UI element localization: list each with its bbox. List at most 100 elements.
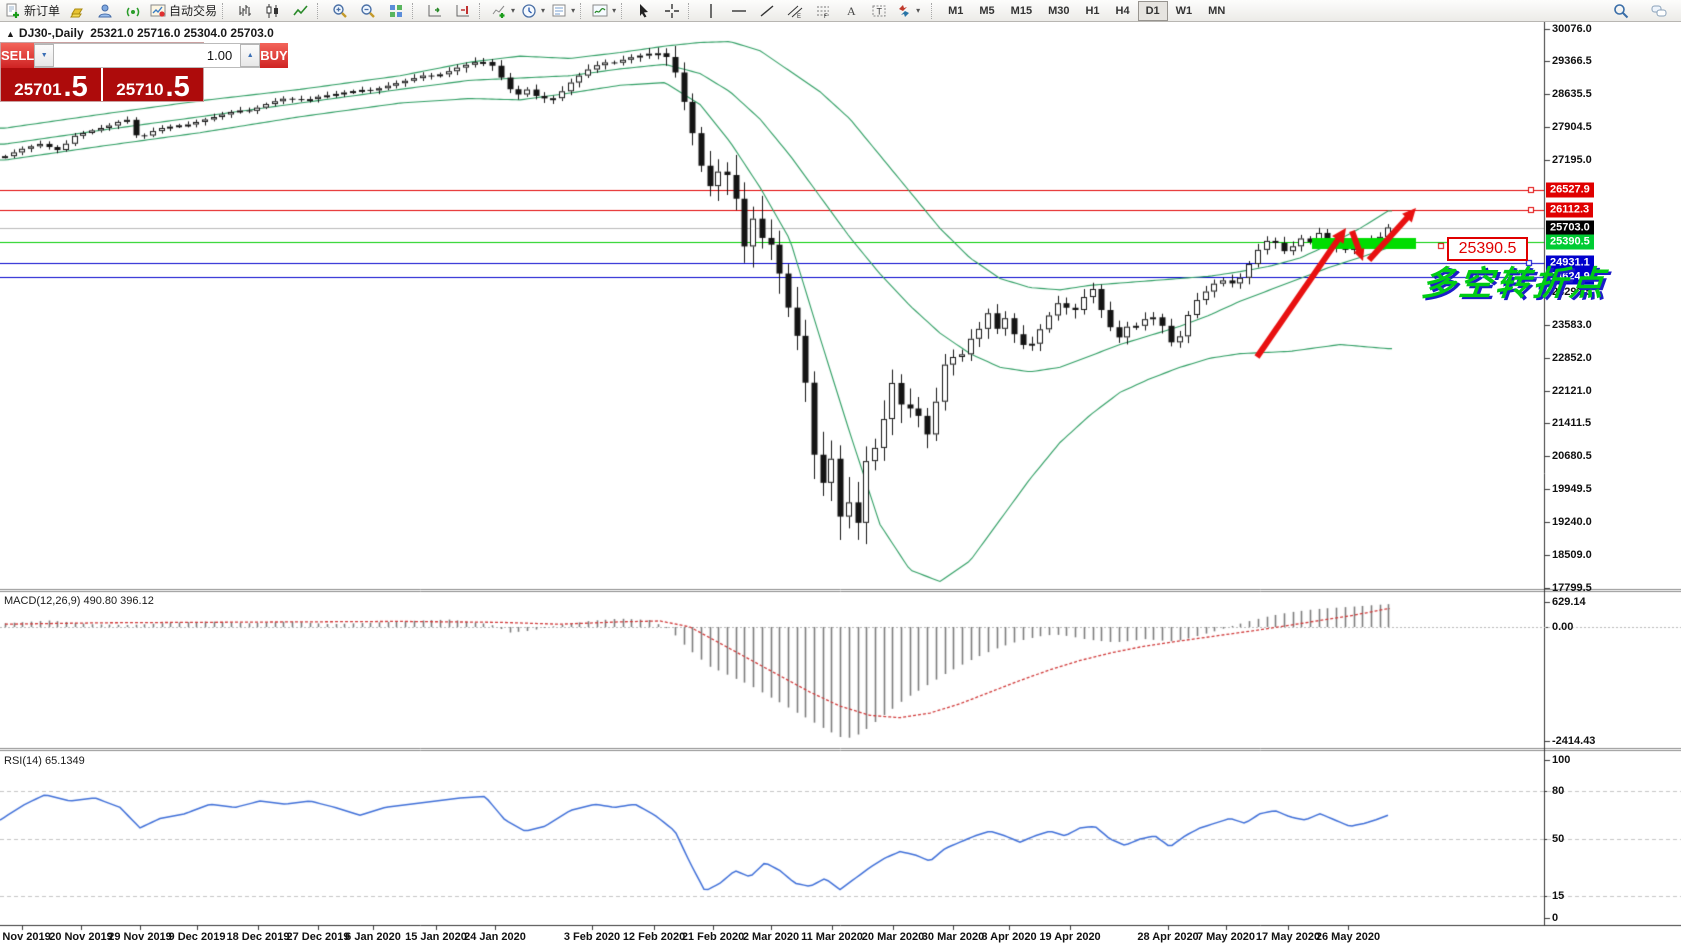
gold-icon <box>69 3 85 19</box>
timeframe-m1-button[interactable]: M1 <box>948 4 964 17</box>
symbol-ohlc-bar: ▲ DJ30-,Daily 25321.0 25716.0 25304.0 257… <box>6 26 274 40</box>
svg-text:T: T <box>877 6 883 16</box>
volume-input[interactable] <box>54 44 241 67</box>
candlestick-button[interactable] <box>259 1 287 21</box>
chartmode-icon <box>592 3 608 19</box>
zoom-group <box>326 1 410 21</box>
timeframe-m15-button[interactable]: M15 <box>1010 4 1033 17</box>
price-tick-label: 27904.5 <box>1552 121 1592 133</box>
tiles-icon <box>388 3 404 19</box>
volume-increase-button[interactable]: ▲ <box>240 44 261 67</box>
buy-button[interactable]: BUY <box>260 43 288 68</box>
dropdown-caret-icon[interactable]: ▾ <box>571 6 576 15</box>
volume-decrease-button[interactable]: ▼ <box>34 44 55 67</box>
timeframe-w1-button[interactable]: W1 <box>1175 4 1193 17</box>
toolbar-groups: 新订单 自动交易 ▾ ▾ ▾ ▾ E F A T ▾ <box>2 1 923 21</box>
date-label: 3 Feb 2020 <box>563 931 621 943</box>
svg-text:E: E <box>797 14 801 19</box>
search-button[interactable] <box>1607 1 1635 21</box>
channel-button[interactable]: E <box>781 1 809 21</box>
text-label-button[interactable]: T <box>865 1 893 21</box>
date-label: 20 Mar 2020 <box>861 931 925 943</box>
macd-tick-label: 0.00 <box>1552 621 1574 633</box>
zoom-out-icon <box>360 3 376 19</box>
date-label: 18 Dec 2019 <box>226 931 290 943</box>
date-label: 24 Jan 2020 <box>464 931 526 943</box>
rsi-tick-label: 15 <box>1552 890 1565 902</box>
horizontal-line-button[interactable] <box>725 1 753 21</box>
autotrade-button[interactable]: 自动交易 <box>147 1 220 21</box>
crosshair-icon <box>664 3 680 19</box>
arrows-icon <box>896 3 912 19</box>
date-label: 15 Jan 2020 <box>405 931 467 943</box>
sell-button[interactable]: SELL <box>1 43 35 68</box>
pointer-group <box>630 1 686 21</box>
new-order-button[interactable]: 新订单 <box>2 1 63 21</box>
periods-button[interactable]: ▾ <box>518 1 548 21</box>
auto-scroll-button[interactable] <box>421 1 449 21</box>
chart-shift-button[interactable] <box>449 1 477 21</box>
fibonacci-button[interactable]: F <box>809 1 837 21</box>
zoom-out-button[interactable] <box>354 1 382 21</box>
date-label: 29 Nov 2019 <box>108 931 172 943</box>
signals-button[interactable] <box>119 1 147 21</box>
zoom-in-button[interactable] <box>326 1 354 21</box>
price-callout-box[interactable]: 25390.5 <box>1447 237 1528 261</box>
toolbar-separator <box>317 2 322 19</box>
toolbar-separator <box>479 2 484 19</box>
price-tick-label: 24292.5 <box>1552 286 1592 298</box>
bar-chart-button[interactable] <box>231 1 259 21</box>
chart-profile-button[interactable]: ▾ <box>589 1 619 21</box>
price-chart-canvas[interactable] <box>0 22 1681 947</box>
new-order-icon <box>5 3 21 19</box>
chart-mode-group: ▾ <box>589 1 619 21</box>
indicators-button[interactable]: ▾ <box>488 1 518 21</box>
toolbar-separator <box>688 2 693 19</box>
deposit-button[interactable] <box>63 1 91 21</box>
sell-price-frac: .5 <box>63 70 88 103</box>
label-t-icon: T <box>871 3 887 19</box>
shift-icon <box>455 3 471 19</box>
buy-price-main: 25710 <box>116 80 164 100</box>
timeframe-h1-button[interactable]: H1 <box>1085 4 1100 17</box>
timeframe-m5-button[interactable]: M5 <box>979 4 995 17</box>
community-chat-button[interactable] <box>1645 1 1673 21</box>
dropdown-caret-icon[interactable]: ▾ <box>511 6 516 15</box>
date-label: 21 Feb 2020 <box>681 931 745 943</box>
accounts-button[interactable] <box>91 1 119 21</box>
vertical-line-button[interactable] <box>697 1 725 21</box>
linechart-icon <box>293 3 309 19</box>
chat-icon <box>1651 3 1667 19</box>
dropdown-caret-icon[interactable]: ▾ <box>916 6 921 15</box>
text-button[interactable]: A <box>837 1 865 21</box>
date-label: 17 May 2020 <box>1255 931 1321 943</box>
templates-button[interactable]: ▾ <box>548 1 578 21</box>
price-level-tag: 26527.9 <box>1546 182 1594 198</box>
cursor-button[interactable] <box>630 1 658 21</box>
timeframe-m30-button[interactable]: M30 <box>1048 4 1070 17</box>
price-level-tag: 24931.1 <box>1546 255 1594 271</box>
price-tick-label: 17799.5 <box>1552 582 1592 594</box>
timeframe-mn-button[interactable]: MN <box>1208 4 1226 17</box>
dropdown-caret-icon[interactable]: ▾ <box>541 6 546 15</box>
text-a-icon: A <box>843 3 859 19</box>
turning-point-annotation[interactable]: 多空转折点 <box>1419 265 1609 303</box>
rsi-tick-label: 80 <box>1552 785 1565 797</box>
toolbar-separator <box>580 2 585 19</box>
timeframe-d1-button[interactable]: D1 <box>1137 0 1168 21</box>
timeframe-h4-button[interactable]: H4 <box>1115 4 1130 17</box>
line-chart-button[interactable] <box>287 1 315 21</box>
tile-windows-button[interactable] <box>382 1 410 21</box>
trade-group: 新订单 自动交易 <box>2 1 220 21</box>
dropdown-caret-icon[interactable]: ▾ <box>612 6 617 15</box>
price-tick-label: 22121.0 <box>1552 385 1592 397</box>
rsi-tick-label: 50 <box>1552 833 1565 845</box>
crosshair-button[interactable] <box>658 1 686 21</box>
trendline-button[interactable] <box>753 1 781 21</box>
svg-text:F: F <box>824 14 828 19</box>
autotrade-button-label: 自动交易 <box>169 4 218 18</box>
arrows-button[interactable]: ▾ <box>893 1 923 21</box>
ohlc-values: 25321.0 25716.0 25304.0 25703.0 <box>90 26 274 40</box>
toolbar-separator <box>931 2 936 19</box>
